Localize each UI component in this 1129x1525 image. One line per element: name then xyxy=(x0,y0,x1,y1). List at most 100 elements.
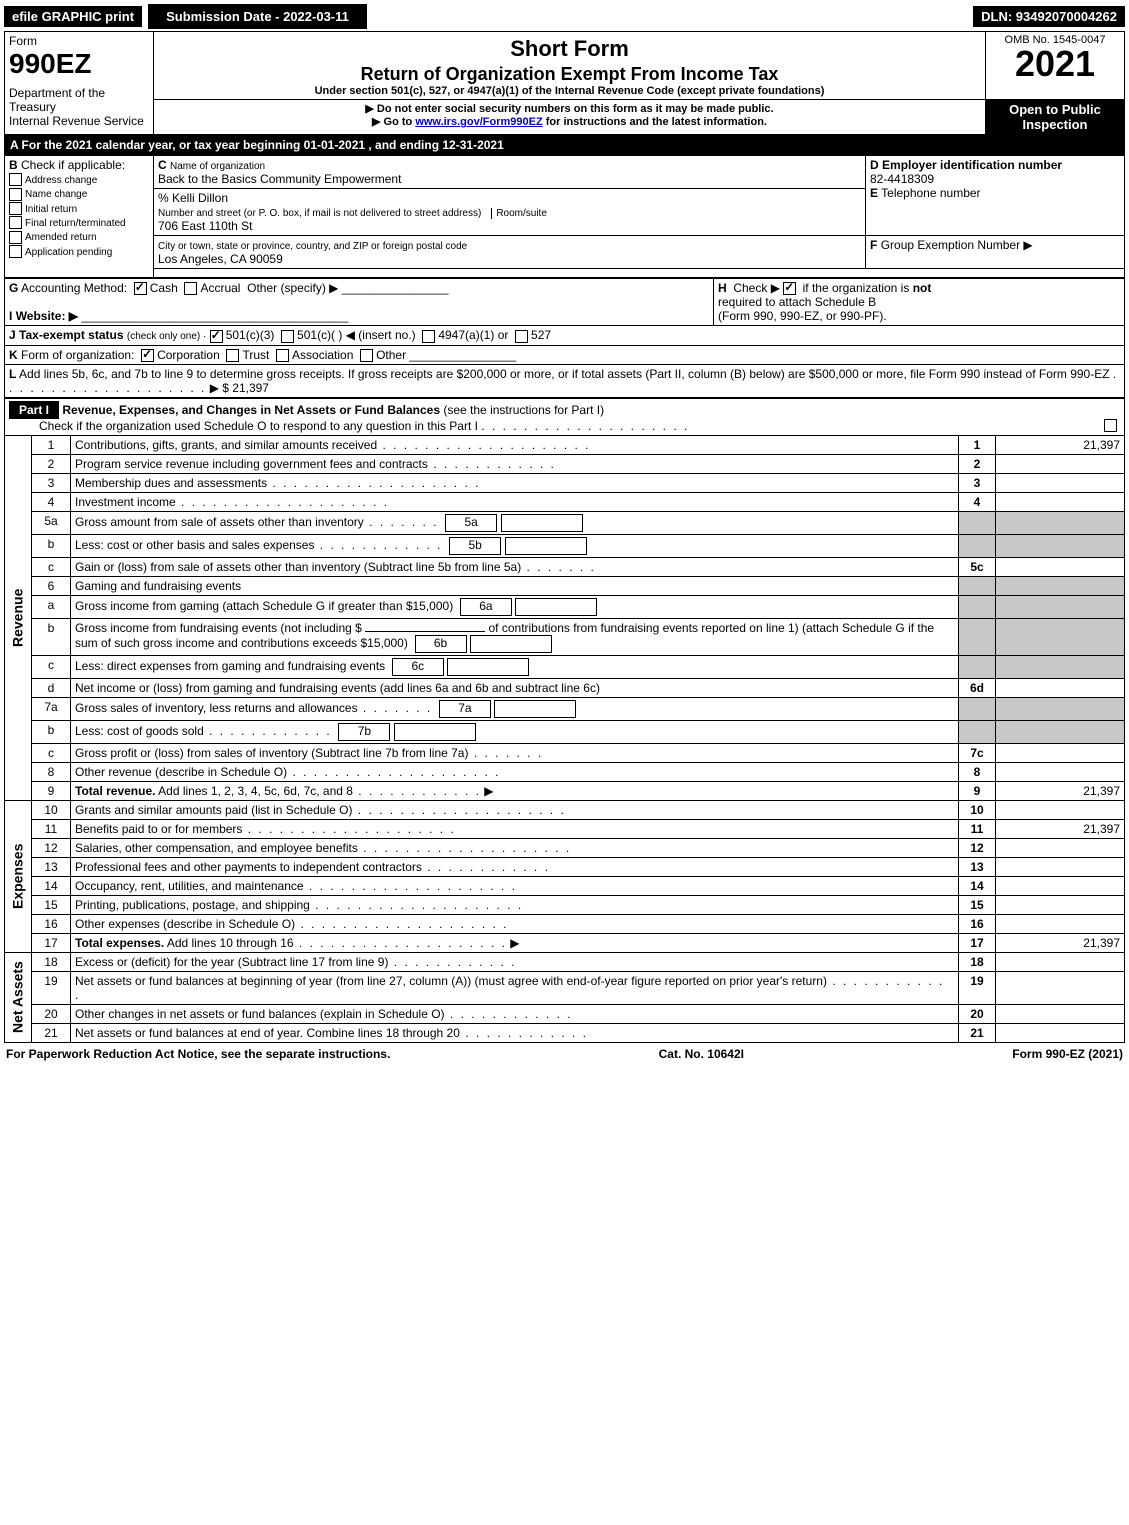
insert-no: ◀ (insert no.) xyxy=(346,328,416,342)
org-name-label: Name of organization xyxy=(170,161,265,172)
corp-label: Corporation xyxy=(157,348,220,362)
line-8-amount xyxy=(996,762,1125,781)
part-i-title: Revenue, Expenses, and Changes in Net As… xyxy=(62,403,440,417)
cash-label: Cash xyxy=(150,281,178,295)
line-6b-num: b xyxy=(32,618,71,655)
line-7b-num: b xyxy=(32,720,71,743)
line-6b-text1: Gross income from fundraising events (no… xyxy=(75,621,362,635)
h-check-pre: Check ▶ xyxy=(733,281,780,295)
line-10-text: Grants and similar amounts paid (list in… xyxy=(75,803,352,817)
line-5a-num: 5a xyxy=(32,511,71,534)
checkbox-501c3[interactable] xyxy=(210,330,223,343)
line-19-box: 19 xyxy=(959,971,996,1004)
section-g-label: G xyxy=(9,281,18,295)
line-2-box: 2 xyxy=(959,454,996,473)
line-6c-value[interactable] xyxy=(447,658,529,676)
checkbox-501c[interactable] xyxy=(281,330,294,343)
line-6c-amt-shade xyxy=(996,655,1125,678)
accrual-label: Accrual xyxy=(200,281,240,295)
checkbox-schedule-o[interactable] xyxy=(1104,419,1117,432)
line-1-text: Contributions, gifts, grants, and simila… xyxy=(75,438,377,452)
line-16-num: 16 xyxy=(32,914,71,933)
open-to-public: Open to Public Inspection xyxy=(986,100,1125,135)
line-1-amount: 21,397 xyxy=(996,435,1125,454)
checkbox-address-change[interactable] xyxy=(9,173,22,186)
section-b-label: B xyxy=(9,158,18,172)
line-16-text: Other expenses (describe in Schedule O) xyxy=(75,917,295,931)
line-4-text: Investment income xyxy=(75,495,176,509)
line-6b-amt-shade xyxy=(996,618,1125,655)
line-20-num: 20 xyxy=(32,1004,71,1023)
line-7b-value[interactable] xyxy=(394,723,476,741)
subtitle: Under section 501(c), 527, or 4947(a)(1)… xyxy=(158,85,981,97)
section-h-label: H xyxy=(718,281,727,295)
checkbox-final-return[interactable] xyxy=(9,216,22,229)
line-4-box: 4 xyxy=(959,492,996,511)
checkbox-corp[interactable] xyxy=(141,349,154,362)
line-6-num: 6 xyxy=(32,576,71,595)
line-5b-value[interactable] xyxy=(505,537,587,555)
line-5b-text: Less: cost or other basis and sales expe… xyxy=(75,538,314,552)
line-6c-text: Less: direct expenses from gaming and fu… xyxy=(75,659,385,673)
efile-print-button[interactable]: efile GRAPHIC print xyxy=(4,6,142,27)
checkbox-accrual[interactable] xyxy=(184,282,197,295)
checkbox-cash[interactable] xyxy=(134,282,147,295)
line-5b-num: b xyxy=(32,534,71,557)
line-6a-value[interactable] xyxy=(515,598,597,616)
line-7a-value[interactable] xyxy=(494,700,576,718)
submission-date: Submission Date - 2022-03-11 xyxy=(148,4,367,29)
checkbox-other-org[interactable] xyxy=(360,349,373,362)
line-6b-blank[interactable] xyxy=(365,631,485,632)
line-12-num: 12 xyxy=(32,838,71,857)
line-5c-amount xyxy=(996,557,1125,576)
section-j-label: J xyxy=(9,328,16,342)
ein-label: Employer identification number xyxy=(882,158,1062,172)
line-13-num: 13 xyxy=(32,857,71,876)
tax-year: 2021 xyxy=(990,46,1120,82)
line-5c-text: Gain or (loss) from sale of assets other… xyxy=(75,560,521,574)
goto-line: ▶ Go to www.irs.gov/Form990EZ for instru… xyxy=(158,115,981,128)
line-6b-box-shade xyxy=(959,618,996,655)
section-l-label: L xyxy=(9,367,16,381)
line-11-amount: 21,397 xyxy=(996,819,1125,838)
line-7a-num: 7a xyxy=(32,697,71,720)
checkbox-name-change[interactable] xyxy=(9,188,22,201)
line-16-amount xyxy=(996,914,1125,933)
section-f-label: F xyxy=(870,238,877,252)
line-3-text: Membership dues and assessments xyxy=(75,476,267,490)
room-label: Room/suite xyxy=(491,208,547,219)
revenue-section-label: Revenue xyxy=(5,435,32,800)
h-not: not xyxy=(913,281,932,295)
checkbox-assoc[interactable] xyxy=(276,349,289,362)
line-9-box: 9 xyxy=(959,781,996,800)
line-6a-innerbox: 6a xyxy=(460,598,512,616)
line-11-text: Benefits paid to or for members xyxy=(75,822,242,836)
checkbox-527[interactable] xyxy=(515,330,528,343)
checkbox-trust[interactable] xyxy=(226,349,239,362)
line-13-text: Professional fees and other payments to … xyxy=(75,860,422,874)
line-8-box: 8 xyxy=(959,762,996,781)
line-10-amount xyxy=(996,800,1125,819)
line-2-num: 2 xyxy=(32,454,71,473)
line-5a-value[interactable] xyxy=(501,514,583,532)
main-title: Return of Organization Exempt From Incom… xyxy=(158,64,981,85)
checkbox-initial-return[interactable] xyxy=(9,202,22,215)
h-line2: required to attach Schedule B xyxy=(718,295,876,309)
line-6b-value[interactable] xyxy=(470,635,552,653)
checkbox-amended[interactable] xyxy=(9,231,22,244)
checkbox-sched-b[interactable] xyxy=(783,282,796,295)
checkbox-pending[interactable] xyxy=(9,245,22,258)
line-7b-text: Less: cost of goods sold xyxy=(75,724,204,738)
line-20-amount xyxy=(996,1004,1125,1023)
line-7c-box: 7c xyxy=(959,743,996,762)
checkbox-4947[interactable] xyxy=(422,330,435,343)
irs-link[interactable]: www.irs.gov/Form990EZ xyxy=(415,116,542,128)
line-14-amount xyxy=(996,876,1125,895)
line-18-amount xyxy=(996,952,1125,971)
line-7c-amount xyxy=(996,743,1125,762)
group-exempt-label: Group Exemption Number xyxy=(881,238,1020,252)
line-6a-num: a xyxy=(32,595,71,618)
line-5a-amt-shade xyxy=(996,511,1125,534)
h-text-post: if the organization is xyxy=(803,281,910,295)
line-3-amount xyxy=(996,473,1125,492)
